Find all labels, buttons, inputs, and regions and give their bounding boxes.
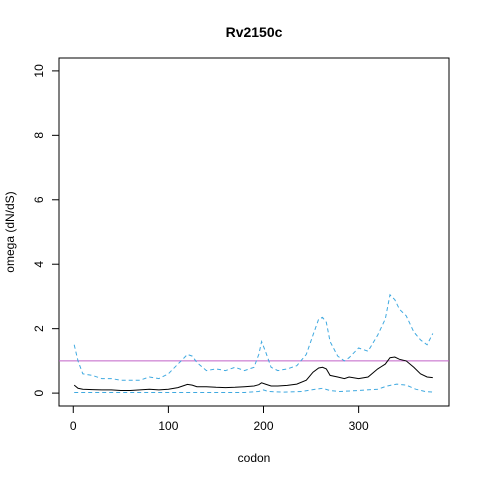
series-median-line bbox=[73, 356, 433, 391]
y-tick-label: 10 bbox=[32, 64, 46, 78]
x-tick-label: 300 bbox=[349, 419, 369, 433]
y-axis: 0 2 4 6 8 10 bbox=[32, 64, 60, 396]
y-tick-label: 4 bbox=[32, 261, 46, 268]
y-tick-label: 0 bbox=[32, 389, 46, 396]
x-axis-label: codon bbox=[238, 451, 271, 465]
y-tick-label: 2 bbox=[32, 325, 46, 332]
x-axis: 0 100 200 300 bbox=[70, 405, 369, 433]
series-lower-line bbox=[74, 383, 433, 393]
y-tick-label: 6 bbox=[32, 196, 46, 203]
x-tick-label: 0 bbox=[70, 419, 77, 433]
plot-area bbox=[59, 293, 449, 393]
chart-title: Rv2150c bbox=[226, 24, 283, 40]
series-upper-line bbox=[73, 293, 434, 381]
plot-frame bbox=[58, 57, 450, 407]
x-tick-label: 200 bbox=[253, 419, 273, 433]
y-tick-label: 8 bbox=[32, 132, 46, 139]
y-axis-label: omega (dN/dS) bbox=[3, 191, 17, 272]
x-tick-label: 100 bbox=[158, 419, 178, 433]
